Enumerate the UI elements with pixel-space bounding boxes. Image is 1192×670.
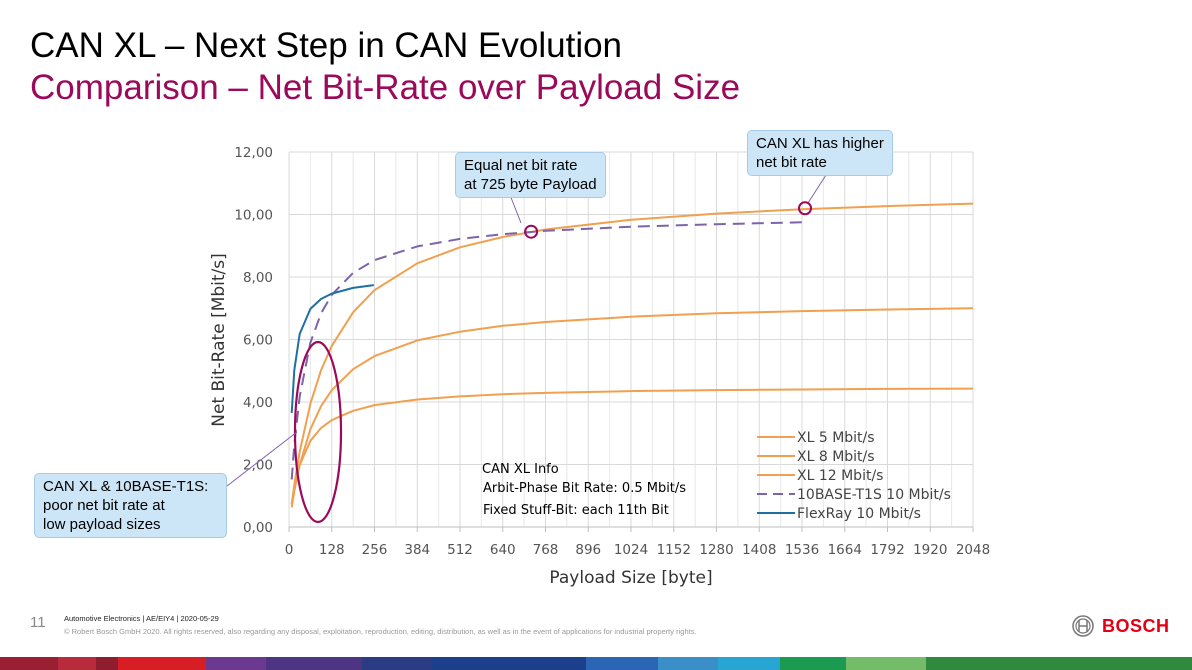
series-line-xl-12-mbit-s bbox=[290, 202, 974, 505]
series-lines bbox=[290, 202, 974, 508]
callout-leader-higher bbox=[807, 174, 827, 204]
marker-equal-point bbox=[524, 224, 539, 239]
callout-line: CAN XL has higher bbox=[756, 135, 884, 152]
stripe-segment bbox=[118, 657, 206, 670]
x-tick-label: 1792 bbox=[870, 542, 904, 558]
callout-line: poor net bit rate at bbox=[43, 497, 165, 514]
legend-label: XL 5 Mbit/s bbox=[797, 430, 875, 446]
series-line-xl-8-mbit-s bbox=[290, 307, 974, 508]
stripe-segment bbox=[266, 657, 362, 670]
stripe-segment bbox=[432, 657, 586, 670]
x-tick-label: 1664 bbox=[828, 542, 862, 558]
x-tick-label: 512 bbox=[447, 542, 473, 558]
legend-label: XL 12 Mbit/s bbox=[797, 468, 883, 484]
x-tick-label: 640 bbox=[490, 542, 516, 558]
info-title: CAN XL Info bbox=[482, 462, 559, 477]
stripe-segment bbox=[658, 657, 718, 670]
stripe-segment bbox=[846, 657, 926, 670]
y-tick-label: 8,00 bbox=[243, 270, 273, 286]
series-line-10base-t1s-10-mbit-s bbox=[290, 221, 803, 480]
info-stuff-bit: Fixed Stuff-Bit: each 11th Bit bbox=[483, 503, 669, 518]
stripe-segment bbox=[96, 657, 118, 670]
x-axis-label: Payload Size [byte] bbox=[549, 568, 712, 588]
callout-leader-poor bbox=[226, 431, 298, 487]
x-tick-label: 1536 bbox=[785, 542, 819, 558]
stripe-segment bbox=[718, 657, 780, 670]
x-tick-label: 384 bbox=[404, 542, 430, 558]
x-tick-label: 256 bbox=[362, 542, 388, 558]
x-tick-label: 1024 bbox=[614, 542, 648, 558]
stripe-segment bbox=[586, 657, 658, 670]
callout-line: Equal net bit rate bbox=[464, 157, 578, 174]
y-tick-label: 12,00 bbox=[234, 145, 273, 161]
series-line-flexray-10-mbit-s bbox=[290, 284, 374, 413]
callout-line: low payload sizes bbox=[43, 516, 161, 533]
tick-labels: 0 128 256 384 512 640 768 896 1024 1152 1280 1408 15… bbox=[234, 145, 990, 558]
x-tick-label: 768 bbox=[533, 542, 559, 558]
callout-line: at 725 byte Payload bbox=[464, 176, 597, 193]
x-tick-label: 2048 bbox=[956, 542, 990, 558]
legend-label: FlexRay 10 Mbit/s bbox=[797, 506, 921, 522]
marker-higher-point bbox=[798, 201, 813, 216]
bosch-logo: BOSCH bbox=[1072, 615, 1170, 637]
y-axis-label: Net Bit-Rate [Mbit/s] bbox=[209, 253, 229, 427]
stripe-segment bbox=[206, 657, 266, 670]
x-tick-label: 1920 bbox=[913, 542, 947, 558]
callout-line: net bit rate bbox=[756, 154, 827, 171]
bosch-armature-icon bbox=[1072, 615, 1094, 637]
footer-department: Automotive Electronics | AE/EIY4 | 2020-… bbox=[64, 614, 219, 623]
stripe-segment bbox=[926, 657, 1192, 670]
callout-line: CAN XL & 10BASE-T1S: bbox=[43, 478, 209, 495]
slide-title: CAN XL – Next Step in CAN Evolution bbox=[30, 26, 623, 65]
page-number: 11 bbox=[30, 614, 46, 631]
x-tick-label: 1152 bbox=[657, 542, 691, 558]
series-line-xl-5-mbit-s bbox=[290, 387, 974, 505]
legend: XL 5 Mbit/s XL 8 Mbit/s XL 12 Mbit/s 10BASE… bbox=[757, 430, 951, 522]
y-tick-label: 2,00 bbox=[243, 458, 273, 474]
x-tick-label: 896 bbox=[575, 542, 601, 558]
footer-color-stripe bbox=[0, 657, 1192, 670]
slide-subtitle: Comparison – Net Bit-Rate over Payload S… bbox=[30, 68, 741, 107]
callout-poor: CAN XL & 10BASE-T1S: poor net bit rate a… bbox=[34, 473, 227, 538]
legend-label: 10BASE-T1S 10 Mbit/s bbox=[797, 487, 951, 503]
info-arbit-rate: Arbit-Phase Bit Rate: 0.5 Mbit/s bbox=[483, 481, 687, 496]
callout-higher: CAN XL has higher net bit rate bbox=[747, 130, 893, 176]
y-tick-label: 10,00 bbox=[234, 208, 273, 224]
footer-copyright: © Robert Bosch GmbH 2020. All rights res… bbox=[64, 627, 697, 636]
stripe-segment bbox=[0, 657, 58, 670]
markers bbox=[524, 201, 813, 239]
stripe-segment bbox=[780, 657, 846, 670]
x-tick-label: 1408 bbox=[742, 542, 776, 558]
y-tick-label: 0,00 bbox=[243, 520, 273, 536]
y-tick-label: 4,00 bbox=[243, 395, 273, 411]
callout-leader-equal bbox=[509, 194, 522, 224]
stripe-segment bbox=[58, 657, 96, 670]
x-tick-label: 1280 bbox=[699, 542, 733, 558]
stripe-segment bbox=[362, 657, 432, 670]
chart: 0 128 256 384 512 640 768 896 1024 1152 1280 1408 15… bbox=[209, 145, 990, 588]
x-tick-label: 128 bbox=[319, 542, 345, 558]
low-payload-ellipse bbox=[293, 340, 343, 524]
legend-label: XL 8 Mbit/s bbox=[797, 449, 875, 465]
bosch-wordmark: BOSCH bbox=[1102, 615, 1170, 636]
callout-equal: Equal net bit rate at 725 byte Payload bbox=[455, 152, 606, 198]
y-tick-label: 6,00 bbox=[243, 333, 273, 349]
x-tick-label: 0 bbox=[285, 542, 294, 558]
